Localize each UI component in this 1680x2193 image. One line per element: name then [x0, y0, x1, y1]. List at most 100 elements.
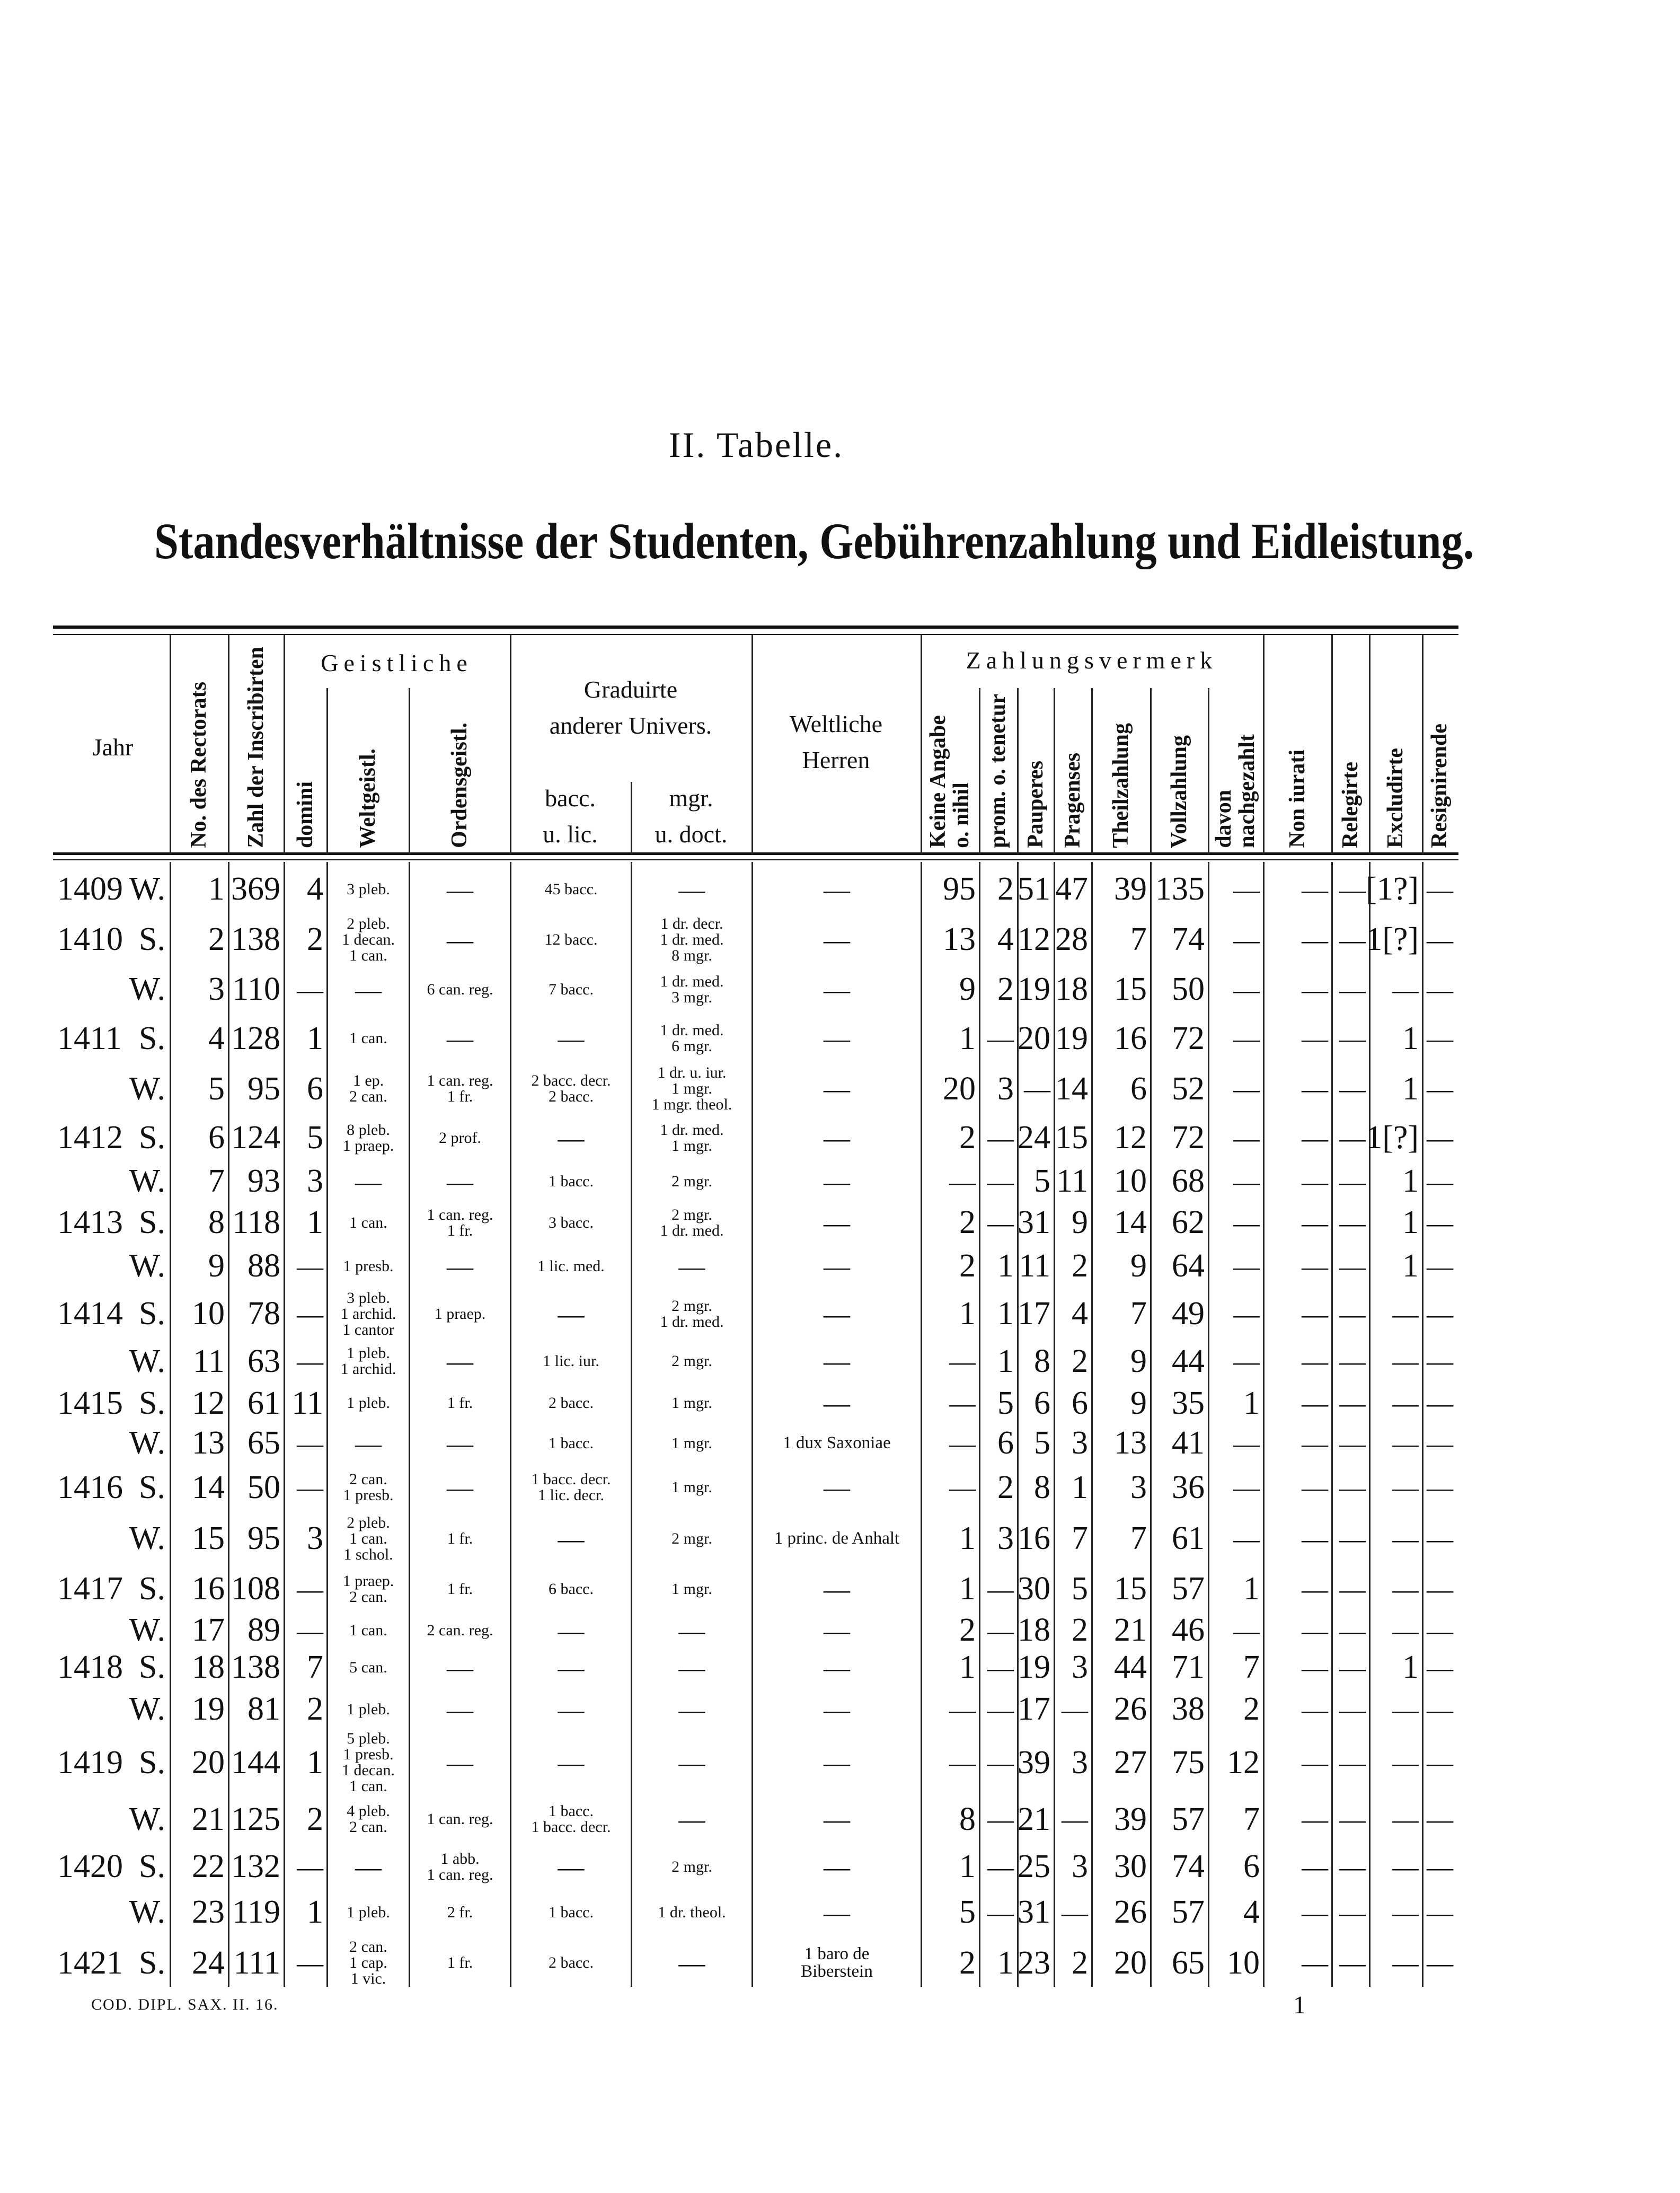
cell-zahl: 138	[231, 1649, 280, 1685]
cell-voll: 65	[1172, 1944, 1205, 1981]
cell-pragenses: 11	[1056, 1163, 1088, 1199]
header-weltgeistl: Weltgeistl.	[326, 689, 409, 848]
cell-keine: —	[949, 1428, 976, 1458]
cell-domini: 11	[291, 1385, 323, 1421]
cell-pragenses: 2	[1072, 1248, 1088, 1284]
cell-voll: 62	[1172, 1204, 1205, 1240]
cell-resignirende: —	[1427, 1748, 1453, 1777]
header-ordensgeistl: Ordensgeistl.	[409, 689, 510, 848]
cell-davon: —	[1233, 1166, 1260, 1196]
cell-excludirte: —	[1392, 1523, 1419, 1554]
cell-davon: —	[1233, 1123, 1260, 1153]
header-column-divider	[510, 635, 511, 855]
column-divider	[1331, 862, 1333, 1987]
cell-keine: 1	[959, 1520, 976, 1556]
header-label: Vollzahlung	[1166, 735, 1191, 848]
row-semester: S.	[139, 1649, 165, 1685]
cell-theil: 26	[1114, 1894, 1147, 1930]
cell-relegirte: —	[1339, 1574, 1366, 1604]
cell-davon: —	[1233, 1208, 1260, 1238]
cell-pauperes: 5	[1034, 1425, 1050, 1461]
header-label: Pragenses	[1060, 753, 1085, 848]
cell-mgr: 1 mgr.	[671, 1580, 712, 1598]
cell-bacc: 1 bacc. 1 bacc. decr.	[531, 1802, 611, 1836]
cell-weltgeistl: 2 pleb. 1 can. 1 schol.	[343, 1513, 393, 1563]
cell-pragenses: 5	[1072, 1571, 1088, 1607]
cell-theil: 6	[1130, 1070, 1147, 1107]
cell-pragenses: 9	[1072, 1204, 1088, 1240]
cell-keine: 2	[959, 1120, 976, 1156]
cell-bacc: 1 bacc.	[549, 1172, 594, 1190]
header-davon: davon nachgezahlt	[1208, 689, 1263, 848]
footer-signature: COD. DIPL. SAX. II. 16.	[91, 1996, 279, 2013]
header-label: Excludirte	[1383, 748, 1408, 848]
column-divider	[326, 862, 328, 1987]
row-semester: S.	[139, 1296, 165, 1332]
cell-bacc: 7 bacc.	[549, 980, 594, 998]
cell-prom: 2	[997, 871, 1014, 907]
cell-relegirte: —	[1339, 1388, 1366, 1418]
row-year: 1411	[57, 1020, 122, 1056]
cell-non-iurati: —	[1302, 1208, 1328, 1238]
row-semester: W.	[129, 1520, 165, 1556]
cell-pragenses: —	[1062, 1897, 1088, 1927]
cell-voll: 57	[1172, 1894, 1205, 1930]
cell-theil: 15	[1114, 971, 1147, 1007]
cell-prom: —	[987, 1852, 1014, 1882]
row-year: 1412	[57, 1120, 123, 1156]
cell-voll: 74	[1172, 1848, 1205, 1884]
header-label: Resignirende	[1427, 724, 1452, 848]
cell-domini: —	[297, 1346, 323, 1376]
header-weltliche: Weltliche Herren	[789, 710, 883, 773]
cell-zahl: 125	[231, 1801, 280, 1837]
cell-prom: —	[987, 1166, 1014, 1196]
header-keine-angabe: Keine Angabe o. nihil	[921, 689, 979, 848]
cell-no: 10	[192, 1296, 225, 1332]
cell-weltgeistl: 2 can. 1 presb.	[343, 1470, 394, 1504]
cell-non-iurati: —	[1302, 1428, 1328, 1458]
header-label: No. des Rectorats	[187, 682, 211, 848]
cell-keine: 1	[959, 1848, 976, 1884]
cell-non-iurati: —	[1302, 1251, 1328, 1281]
cell-bacc: —	[558, 1748, 585, 1777]
row-semester: W.	[129, 971, 165, 1007]
cell-theil: 9	[1130, 1248, 1147, 1284]
cell-voll: 135	[1155, 871, 1205, 907]
cell-weltliche: —	[824, 1852, 850, 1882]
cell-zahl: 369	[231, 871, 280, 907]
top-rule-thick	[53, 626, 1458, 629]
column-divider	[170, 862, 171, 1987]
cell-resignirende: —	[1427, 1123, 1453, 1153]
cell-bacc: —	[558, 1123, 585, 1153]
cell-relegirte: —	[1339, 1615, 1366, 1645]
cell-weltliche: —	[824, 1166, 850, 1196]
cell-pragenses: 28	[1055, 921, 1088, 957]
cell-davon: 7	[1243, 1649, 1260, 1685]
cell-zahl: 111	[233, 1944, 280, 1981]
cell-no: 20	[192, 1744, 225, 1781]
cell-no: 3	[208, 971, 225, 1007]
header-subcolumn-divider	[1054, 688, 1055, 855]
cell-keine: 2	[959, 1248, 976, 1284]
cell-prom: 2	[997, 971, 1014, 1007]
header-subcolumn-divider	[326, 688, 328, 855]
cell-relegirte: —	[1339, 924, 1366, 955]
row-semester: W.	[129, 1894, 165, 1930]
cell-keine: —	[949, 1748, 976, 1777]
cell-pragenses: 47	[1055, 871, 1088, 907]
cell-no: 4	[208, 1020, 225, 1056]
cell-no: 5	[208, 1070, 225, 1107]
cell-excludirte: —	[1392, 1897, 1419, 1927]
cell-domini: 6	[307, 1070, 323, 1107]
cell-resignirende: —	[1427, 1074, 1453, 1104]
cell-voll: 50	[1172, 971, 1205, 1007]
cell-davon: —	[1233, 974, 1260, 1005]
cell-resignirende: —	[1427, 974, 1453, 1005]
cell-prom: —	[987, 1897, 1014, 1927]
header-column-divider	[1369, 635, 1370, 855]
row-year	[56, 1063, 125, 1115]
cell-bacc: —	[558, 1523, 585, 1554]
cell-weltgeistl: 3 pleb. 1 archid. 1 cantor	[340, 1289, 396, 1338]
header-label: Pauperes	[1023, 761, 1048, 848]
header-zahl-inscribirten: Zahl der Inscribirten	[228, 631, 284, 848]
